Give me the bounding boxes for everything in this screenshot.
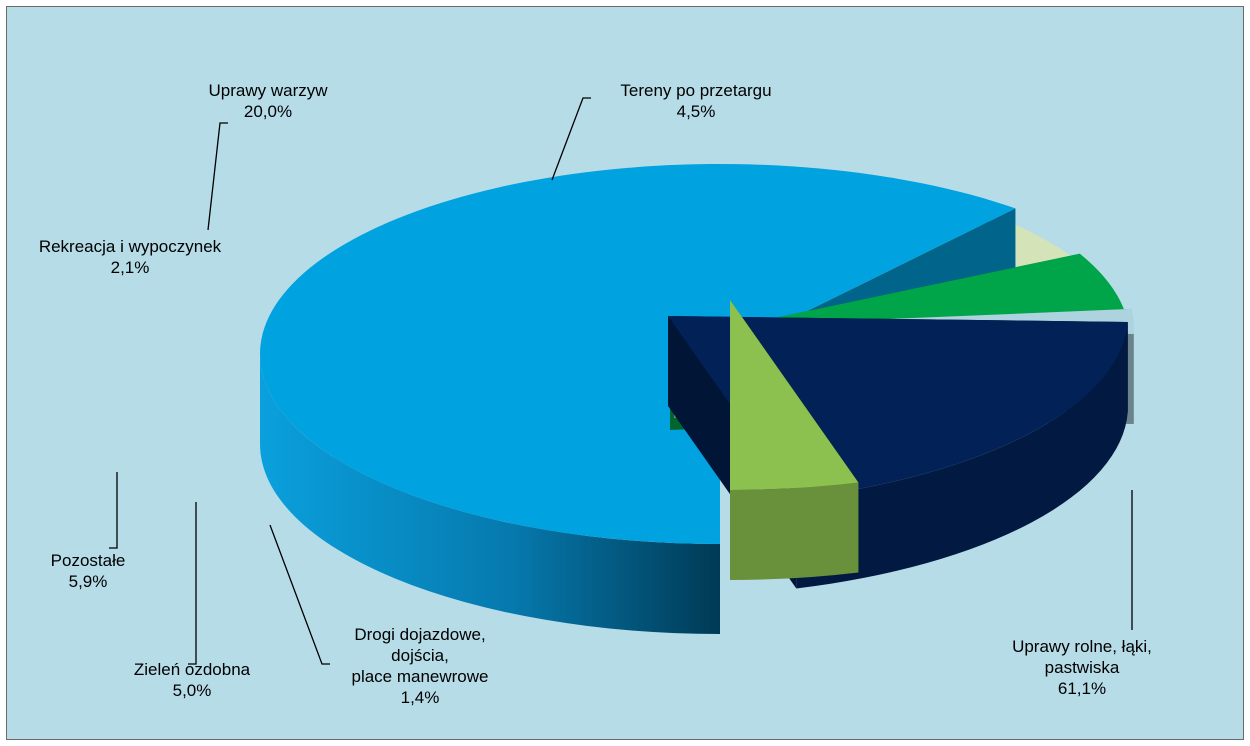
leader-line-zielen: [188, 502, 197, 665]
slice-tereny: [730, 300, 859, 580]
data-label-drogi: Drogi dojazdowe, dojścia, place manewrowe 1…: [351, 625, 488, 707]
slice-top: [260, 164, 1016, 544]
slice-side: [260, 354, 720, 634]
data-label-pozostale: Pozostałe 5,9%: [51, 551, 126, 591]
leader-line-drogi: [269, 524, 330, 665]
data-label-zielen: Zieleń ozdobna 5,0%: [134, 660, 251, 700]
data-label-uprawy-warzyw: Uprawy warzyw 20,0%: [208, 81, 328, 121]
data-label-tereny: Tereny po przetargu 4,5%: [620, 81, 771, 121]
slice-side: [730, 482, 859, 580]
data-label-rekreacja: Rekreacja i wypoczynek 2,1%: [39, 237, 222, 277]
slice-top: [730, 300, 859, 490]
slice-side: [796, 321, 1128, 589]
leader-line-uprawy-warzyw: [207, 122, 228, 231]
leader-line-pozostale: [109, 472, 118, 549]
leader-line-tereny: [551, 97, 591, 181]
data-label-uprawy-rolne: Uprawy rolne, łąki, pastwiska 61,1%: [1012, 637, 1152, 698]
